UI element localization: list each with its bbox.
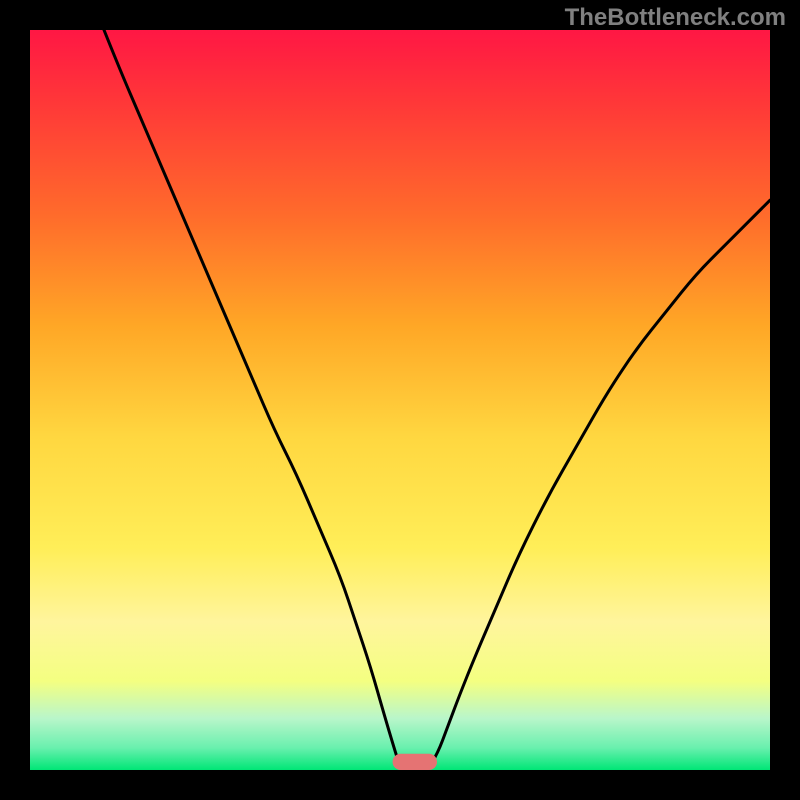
watermark-text: TheBottleneck.com <box>565 4 786 32</box>
bottleneck-chart <box>30 30 770 770</box>
optimal-marker <box>393 754 437 770</box>
chart-svg <box>30 30 770 770</box>
